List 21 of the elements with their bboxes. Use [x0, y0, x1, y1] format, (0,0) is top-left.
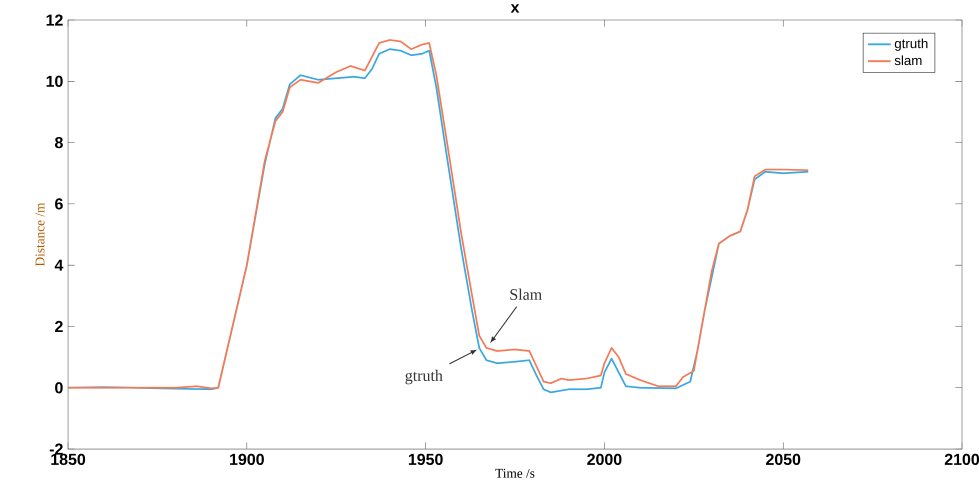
annotation: gtruth [405, 370, 443, 384]
x-axis-title: Time /s [495, 468, 534, 478]
y-tick-label: 0 [55, 382, 63, 394]
y-tick-label: 12 [46, 14, 63, 26]
legend-label: gtruth [894, 38, 928, 51]
x-tick-label: 2050 [766, 454, 800, 466]
x-tick-label: 2100 [944, 454, 979, 466]
y-tick-label: 10 [46, 76, 63, 87]
annotation: Slam [510, 288, 542, 300]
y-tick-label: 6 [55, 198, 63, 210]
y-tick-label: 2 [55, 320, 63, 332]
y-axis-title: Distance /m [36, 202, 44, 266]
y-tick-label: -2 [50, 444, 63, 455]
x-tick-label: 1950 [408, 454, 443, 466]
legend-label: slam [894, 55, 922, 66]
y-tick-label: 8 [54, 136, 63, 148]
x-tick-label: 1850 [51, 454, 86, 466]
x-tick-label: 1900 [230, 454, 264, 466]
y-tick-label: 4 [54, 260, 64, 271]
chart-title: x [510, 4, 520, 13]
x-tick-label: 2000 [587, 454, 622, 466]
